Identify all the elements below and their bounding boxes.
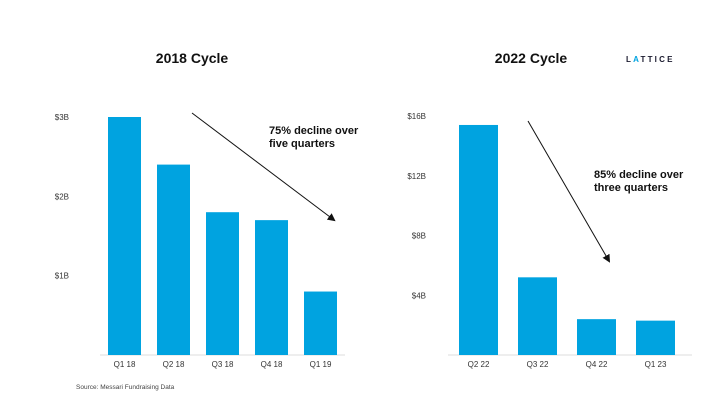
x-ticks-2022: Q2 22 Q3 22 Q4 22 Q1 23 bbox=[468, 360, 667, 369]
bars-2018 bbox=[108, 117, 337, 355]
decline-arrow-2018 bbox=[191, 112, 336, 222]
x-ticks-2018: Q1 18 Q2 18 Q3 18 Q4 18 Q1 19 bbox=[114, 360, 332, 369]
bar-q4-22 bbox=[577, 319, 616, 355]
bar-q3-22 bbox=[518, 277, 557, 355]
x-tick-label: Q2 18 bbox=[163, 360, 185, 369]
x-tick-label: Q3 22 bbox=[527, 360, 549, 369]
chart-title-2018: 2018 Cycle bbox=[156, 50, 229, 66]
x-tick-label: Q2 22 bbox=[468, 360, 490, 369]
lattice-logo: LATTICE bbox=[626, 55, 675, 64]
x-tick-label: Q1 18 bbox=[114, 360, 136, 369]
bar-q1-19 bbox=[304, 291, 337, 355]
bar-q4-18 bbox=[255, 220, 288, 355]
chart-2022-cycle: 2022 Cycle $4B $8B $12B $16B Q2 22 Q3 22 Q4 2… bbox=[407, 50, 692, 369]
bars-2022 bbox=[459, 124, 675, 356]
bar-q2-22 bbox=[459, 124, 498, 356]
chart-title-2022: 2022 Cycle bbox=[495, 50, 568, 66]
decline-arrow-2022 bbox=[527, 120, 611, 263]
annotation-2018-line1: 75% decline over bbox=[269, 125, 359, 137]
x-tick-label: Q1 19 bbox=[310, 360, 332, 369]
source-note: Source: Messari Fundraising Data bbox=[76, 384, 175, 391]
bar-q1-18 bbox=[108, 117, 141, 355]
chart-2018-cycle: 2018 Cycle $1B $2B $3B Q1 18 Q2 18 Q3 18 Q4 1… bbox=[55, 50, 359, 369]
annotation-2018-line2: five quarters bbox=[269, 138, 335, 150]
x-tick-label: Q4 18 bbox=[261, 360, 283, 369]
y-tick-label: $1B bbox=[55, 272, 69, 281]
x-tick-label: Q3 18 bbox=[212, 360, 234, 369]
y-tick-label: $4B bbox=[412, 291, 426, 300]
lattice-logo-text: LATTICE bbox=[626, 55, 675, 64]
bar-q1-23 bbox=[636, 320, 675, 355]
x-tick-label: Q4 22 bbox=[586, 360, 608, 369]
y-tick-label: $8B bbox=[412, 232, 426, 241]
bar-q2-18 bbox=[157, 164, 190, 355]
y-ticks-2022: $4B $8B $12B $16B bbox=[407, 112, 426, 300]
y-tick-label: $3B bbox=[55, 113, 69, 122]
y-ticks-2018: $1B $2B $3B bbox=[55, 113, 69, 281]
bar-q3-18 bbox=[206, 212, 239, 355]
y-tick-label: $2B bbox=[55, 192, 69, 201]
annotation-2022-line2: three quarters bbox=[594, 182, 668, 194]
y-tick-label: $12B bbox=[407, 172, 426, 181]
annotation-2022-line1: 85% decline over bbox=[594, 169, 684, 181]
y-tick-label: $16B bbox=[407, 112, 426, 121]
x-tick-label: Q1 23 bbox=[645, 360, 667, 369]
